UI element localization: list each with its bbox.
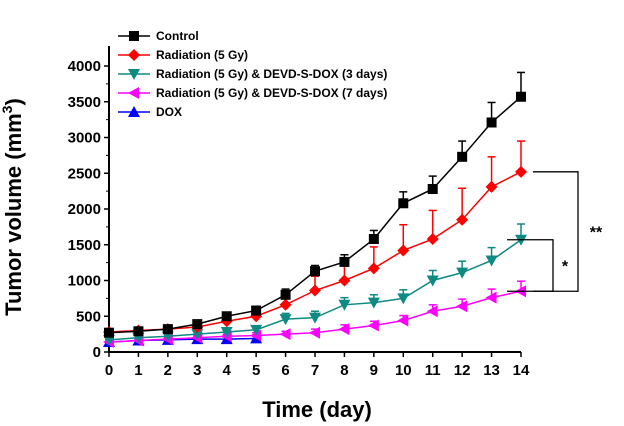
series-layer [103,71,527,348]
data-point [192,319,203,330]
data-point [367,319,379,332]
data-point [310,266,320,277]
data-point [338,323,350,336]
x-axis-ticks: 0 1 2 3 4 5 6 7 8 9 10 11 12 13 14 [105,352,530,379]
x-tick-label: 7 [311,362,319,379]
legend-label: Control [156,29,199,43]
x-tick-label: 5 [252,362,260,379]
significance-bracket [507,239,554,292]
data-point [456,213,469,226]
data-point [280,289,291,300]
data-point [339,256,350,267]
data-point [516,91,526,102]
data-point [427,183,438,194]
significance-annotations: *** [507,171,603,292]
x-tick-label: 1 [134,362,142,379]
legend-label: Radiation (5 Gy) & DEVD-S-DOX (7 days) [156,86,387,100]
data-point [367,262,380,275]
x-tick-label: 14 [513,362,530,379]
legend: Control Radiation (5 Gy) Radiation (5 Gy) … [118,29,387,119]
data-point [279,298,292,311]
y-tick-label: 500 [76,308,101,325]
y-tick-label: 3500 [68,94,101,111]
x-axis-title: Time (day) [262,397,372,422]
y-axis-title-superscript: 3 [0,105,15,113]
data-point [515,165,527,178]
x-tick-label: 10 [395,362,412,379]
data-point [456,300,468,313]
y-tick-label: 1500 [68,237,101,254]
data-point [397,244,410,257]
y-axis-title-close: ) [1,98,26,105]
series-0 [104,71,526,338]
x-tick-label: 3 [193,362,201,379]
legend-marker [128,49,140,61]
y-tick-label: 3000 [68,130,101,147]
data-point [485,180,498,193]
y-tick-label: 4000 [68,58,101,75]
data-point [220,326,233,338]
data-point [338,299,351,311]
x-tick-label: 9 [370,362,378,379]
data-point [398,198,409,209]
y-axis-title-main: Tumor volume (mm [1,113,26,316]
data-point [485,255,498,267]
data-point [426,275,439,287]
data-point [250,324,263,336]
data-point [162,324,173,335]
y-tick-label: 2000 [68,201,101,218]
legend-marker [128,69,140,80]
significance-label: ** [590,225,603,242]
y-axis-ticks: 0 500 1000 1500 2000 2500 3000 3500 4000 [68,58,109,361]
significance-label: * [562,258,569,275]
legend-marker [128,106,140,117]
data-point [338,274,351,287]
legend-marker [129,31,139,41]
data-point [456,267,469,279]
data-point [457,151,468,162]
y-tick-label: 2500 [68,165,101,182]
data-point [104,327,114,338]
x-tick-label: 12 [454,362,471,379]
legend-label: DOX [156,105,182,119]
data-point [368,234,379,245]
data-point [426,233,439,246]
x-tick-label: 2 [164,362,172,379]
legend-marker [128,87,139,99]
legend-label: Radiation (5 Gy) [156,48,248,62]
data-point [486,117,497,128]
data-point [250,329,262,342]
x-tick-label: 11 [425,362,441,379]
data-point [426,305,438,318]
legend-label: Radiation (5 Gy) & DEVD-S-DOX (3 days) [156,67,387,81]
x-tick-label: 4 [223,362,232,379]
data-point [191,329,204,341]
significance-bracket [533,171,579,292]
data-point [309,312,321,324]
series-line [108,96,522,334]
data-point [133,326,144,337]
data-point [221,311,232,322]
x-tick-label: 13 [483,362,500,379]
data-point [279,328,291,341]
x-tick-label: 8 [340,362,348,379]
data-point [279,314,292,326]
x-tick-label: 0 [105,362,113,379]
data-point [309,284,321,297]
data-point [367,297,380,309]
y-tick-label: 1000 [68,273,101,290]
series-line [108,171,522,333]
data-point [309,326,320,339]
y-axis-title: Tumor volume (mm3) [0,98,26,316]
x-tick-label: 6 [281,362,289,379]
data-point [397,293,410,305]
data-point [485,291,497,304]
y-tick-label: 0 [93,344,101,361]
data-point [397,314,409,327]
data-point [251,305,262,316]
